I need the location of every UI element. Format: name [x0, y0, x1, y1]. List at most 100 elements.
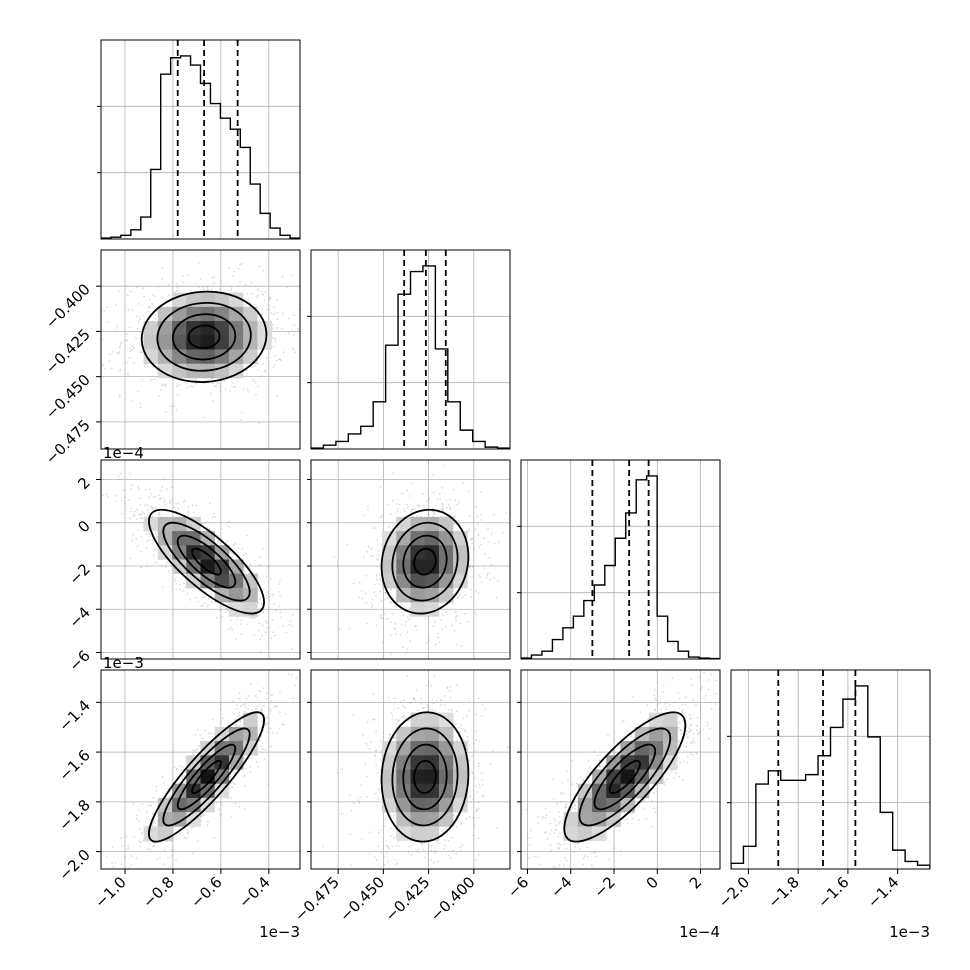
- scatter-point: [613, 749, 616, 752]
- scatter-point: [373, 591, 375, 593]
- scatter-point: [376, 558, 379, 561]
- scatter-point: [247, 298, 250, 301]
- scatter-point: [316, 353, 318, 355]
- scatter-point: [276, 326, 278, 329]
- scatter-point: [161, 296, 164, 299]
- scatter-point: [411, 482, 414, 485]
- scatter-point: [445, 687, 448, 690]
- scatter-point: [270, 637, 273, 640]
- scatter-point: [352, 714, 355, 716]
- scatter-point: [154, 561, 156, 564]
- scatter-point: [455, 710, 458, 713]
- scatter-point: [455, 616, 457, 619]
- scatter-point: [416, 514, 419, 517]
- scatter-point: [158, 856, 161, 859]
- scatter-point: [451, 837, 454, 839]
- scatter-point: [137, 320, 140, 323]
- scatter-point: [265, 576, 268, 578]
- scatter-point: [350, 864, 353, 867]
- scatter-point: [237, 547, 240, 550]
- scatter-point: [257, 574, 260, 576]
- scatter-point: [187, 831, 189, 833]
- scatter-point: [161, 564, 163, 567]
- scatter-point: [227, 266, 230, 269]
- scatter-point: [132, 347, 135, 350]
- scatter-point: [269, 727, 272, 730]
- scatter-point: [479, 543, 482, 546]
- scatter-point: [196, 729, 199, 731]
- scatter-point: [365, 575, 367, 577]
- scatter-point: [448, 709, 451, 711]
- scatter-point: [279, 611, 282, 614]
- scatter-point: [399, 701, 402, 703]
- scatter-point: [210, 592, 213, 595]
- scatter-point: [441, 627, 444, 630]
- scatter-point: [401, 492, 404, 495]
- scatter-point: [238, 692, 241, 695]
- scatter-point: [154, 495, 157, 498]
- scatter-point: [431, 507, 434, 509]
- scatter-point: [438, 641, 441, 644]
- scatter-point: [455, 852, 458, 855]
- scatter-point: [459, 622, 462, 625]
- scatter-point: [102, 363, 105, 366]
- scatter-point: [432, 702, 435, 705]
- scatter-point: [209, 392, 212, 395]
- scatter-point: [392, 817, 395, 820]
- scatter-point: [292, 348, 295, 350]
- scatter-point: [226, 540, 229, 543]
- scatter-point: [281, 327, 283, 330]
- scatter-point: [261, 313, 264, 316]
- scatter-point: [257, 369, 260, 371]
- scatter-point: [118, 290, 120, 293]
- density-cell: [200, 349, 216, 365]
- scatter-point: [469, 565, 471, 568]
- scatter-point: [89, 473, 91, 475]
- scatter-point: [422, 493, 425, 496]
- scatter-point: [206, 605, 209, 608]
- scatter-point: [397, 707, 400, 709]
- scatter-point: [221, 804, 224, 806]
- scatter-point: [425, 500, 428, 502]
- density-cell: [157, 335, 173, 350]
- scatter-point: [259, 739, 261, 742]
- scatter-point: [217, 540, 220, 543]
- scatter-point: [453, 488, 455, 491]
- scatter-point: [451, 708, 453, 711]
- scatter-point: [163, 384, 166, 387]
- scatter-point: [481, 795, 484, 798]
- scatter-point: [159, 497, 162, 500]
- scatter-point: [365, 742, 367, 745]
- scatter-point: [253, 634, 256, 637]
- scatter-point: [230, 619, 233, 622]
- scatter-point: [360, 838, 363, 840]
- scatter-point: [220, 616, 223, 618]
- scatter-point: [129, 350, 132, 353]
- scatter-point: [362, 514, 365, 517]
- scatter-point: [440, 507, 443, 510]
- density-cell: [257, 335, 272, 350]
- scatter-point: [147, 841, 149, 843]
- density-cell: [186, 573, 201, 589]
- scatter-point: [388, 885, 390, 887]
- scatter-point: [93, 854, 95, 856]
- scatter-point: [440, 704, 442, 707]
- scatter-point: [480, 518, 483, 521]
- scatter-point: [124, 836, 127, 838]
- scatter-point: [427, 513, 430, 516]
- scatter-point: [260, 710, 262, 713]
- scatter-point: [176, 382, 179, 385]
- hist-steps-3: [731, 685, 930, 869]
- scatter-point: [266, 591, 269, 593]
- scatter-point: [487, 528, 489, 531]
- scatter-point: [486, 573, 489, 576]
- density-cell: [172, 559, 187, 575]
- scatter-point: [243, 569, 246, 572]
- scatter-point: [348, 628, 351, 630]
- density-cell: [228, 349, 244, 365]
- scatter-point: [670, 770, 673, 772]
- scatter-point: [462, 482, 465, 484]
- scatter-point: [267, 610, 270, 613]
- scatter-point: [496, 827, 499, 830]
- scatter-point: [265, 594, 268, 597]
